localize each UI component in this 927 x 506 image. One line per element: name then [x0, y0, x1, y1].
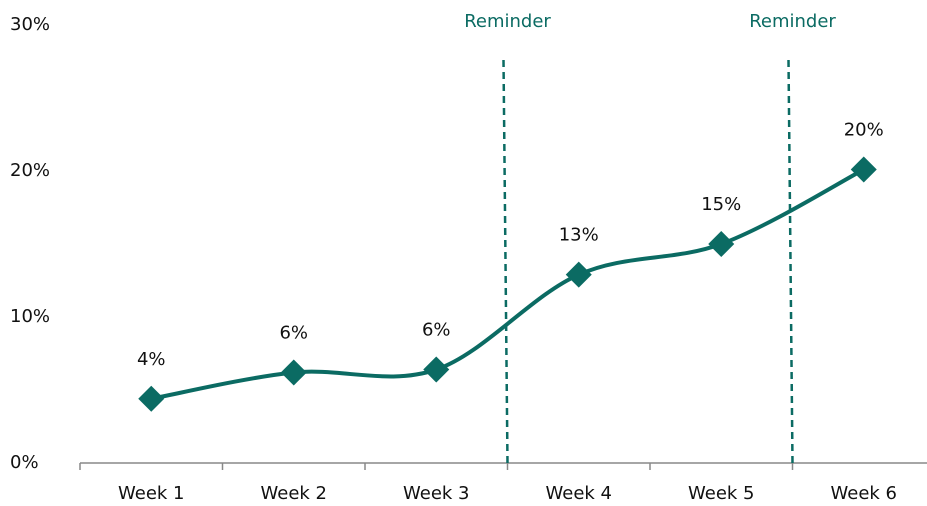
annotation: Reminder	[464, 11, 551, 32]
x-tick-label: Week 3	[403, 483, 470, 504]
reminder-line	[502, 59, 509, 464]
data-label: 15%	[701, 194, 741, 215]
x-tick-label: Week 2	[261, 483, 328, 504]
data-label: 20%	[844, 120, 884, 141]
y-tick-label: 30%	[10, 14, 50, 35]
data-label: 13%	[559, 225, 599, 246]
y-tick-label: 0%	[10, 452, 39, 473]
y-tick-label: 10%	[10, 306, 50, 327]
x-tick-label: Week 1	[118, 483, 185, 504]
data-label: 6%	[279, 322, 308, 343]
line	[150, 167, 865, 401]
marker	[708, 231, 735, 257]
data-label: 6%	[422, 320, 451, 341]
x-tick-label: Week 6	[831, 483, 898, 504]
x-tick-label: Week 4	[546, 483, 613, 504]
marker	[280, 359, 307, 386]
data-label: 4%	[137, 349, 166, 370]
annotation: Reminder	[749, 11, 836, 32]
marker	[423, 356, 450, 383]
marker	[565, 261, 592, 288]
marker	[138, 385, 165, 412]
y-tick-label: 20%	[10, 160, 50, 181]
marker	[850, 156, 877, 183]
reminder-line	[787, 59, 794, 464]
x-tick-label: Week 5	[688, 483, 755, 504]
